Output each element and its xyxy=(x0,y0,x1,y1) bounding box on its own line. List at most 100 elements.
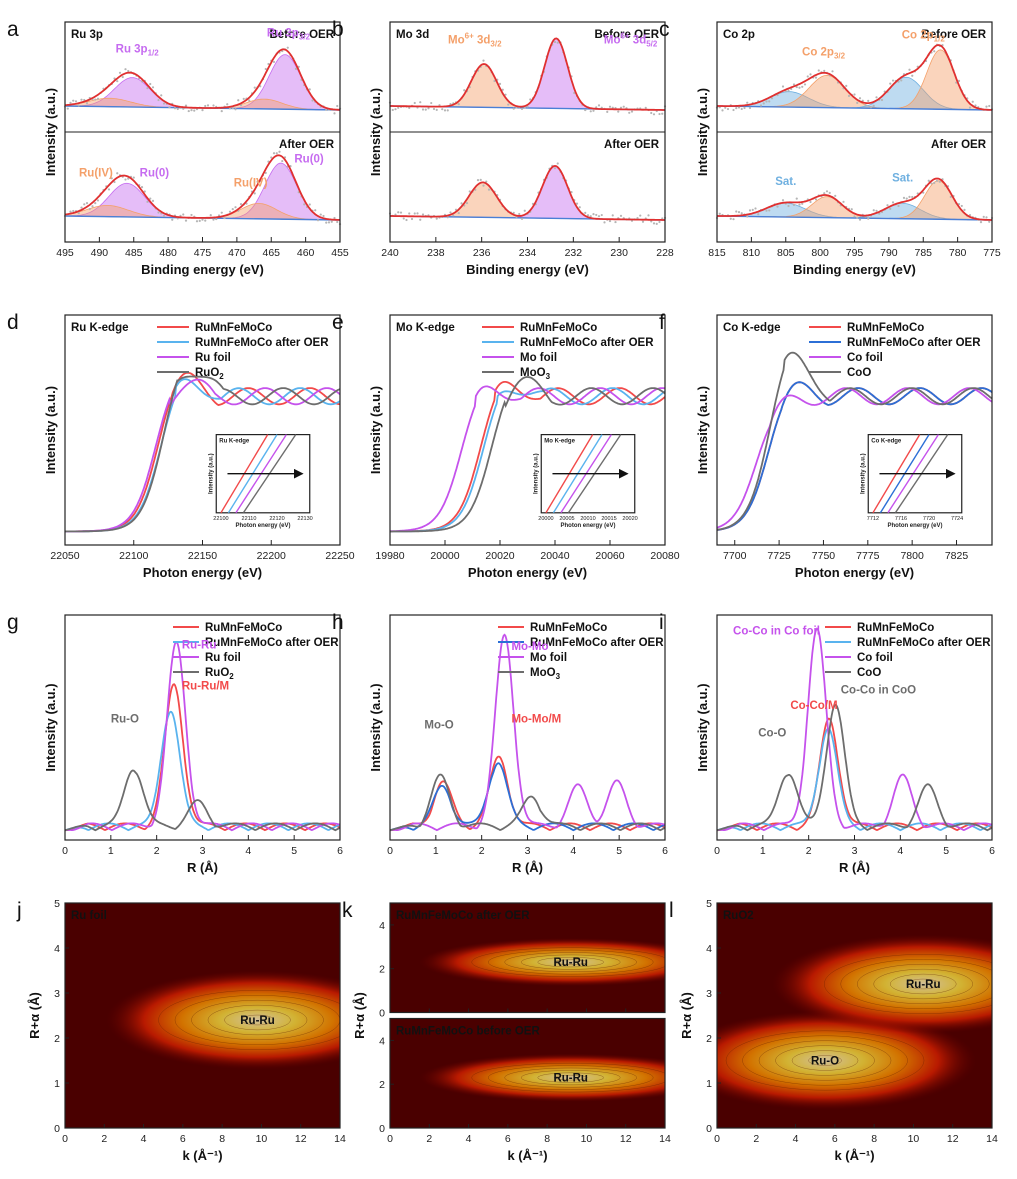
raw-data-point xyxy=(759,104,763,107)
raw-data-point xyxy=(77,104,80,107)
peak-annotation: Mo6+ 3d5/2 xyxy=(604,32,658,49)
x-tick-label: 0 xyxy=(387,845,393,857)
raw-data-point xyxy=(281,159,284,163)
raw-data-point xyxy=(658,220,661,224)
raw-data-point xyxy=(553,167,557,170)
x-tick-label: 20020 xyxy=(485,550,514,562)
contour-line xyxy=(742,1035,908,1086)
peak-annotation: Ru-Ru xyxy=(182,639,217,651)
panel-letter: a xyxy=(7,18,19,41)
raw-data-point xyxy=(963,208,966,211)
x-tick-label: 0 xyxy=(714,845,720,857)
maximum-label: Ru-Ru xyxy=(553,1073,588,1085)
peak-annotation: Mo-O xyxy=(424,719,453,731)
x-tick-label: 815 xyxy=(708,247,726,259)
raw-data-point xyxy=(853,93,856,96)
series-line xyxy=(64,640,341,832)
x-axis-label: R (Å) xyxy=(839,860,870,875)
raw-data-point xyxy=(449,211,452,214)
raw-data-point xyxy=(435,108,438,111)
raw-data-point xyxy=(523,209,526,212)
raw-data-point xyxy=(465,201,469,205)
series-line xyxy=(716,351,993,531)
x-tick-label: 6 xyxy=(180,1133,186,1145)
core-level-tag: Mo 3d xyxy=(396,29,429,41)
x-tick-label: 12 xyxy=(947,1133,959,1145)
raw-data-point xyxy=(652,222,656,225)
background-line xyxy=(716,105,993,111)
x-tick-label: 2 xyxy=(154,845,160,857)
y-axis-label: R+α (Å) xyxy=(679,992,694,1039)
x-tick-label: 4 xyxy=(466,1133,472,1145)
contour-line xyxy=(824,954,992,1014)
raw-data-point xyxy=(151,86,155,89)
edge-tag: Ru K-edge xyxy=(71,322,129,334)
contour-line xyxy=(775,1045,875,1076)
raw-data-point xyxy=(124,68,127,71)
raw-data-point xyxy=(644,106,647,109)
series-line xyxy=(716,727,993,832)
peak-annotation: Co-Co in CoO xyxy=(841,684,916,696)
raw-data-point xyxy=(66,107,69,110)
x-tick-label: 3 xyxy=(200,845,206,857)
raw-data-point xyxy=(140,186,144,189)
inset-tag: Ru K-edge xyxy=(219,439,250,445)
peak-annotation: Mo-Mo/M xyxy=(511,714,561,726)
x-tick-label: 4 xyxy=(793,1133,799,1145)
raw-data-point xyxy=(308,203,311,206)
contour-line xyxy=(174,995,340,1045)
legend-entry: RuMnFeMoCo after OER xyxy=(520,337,654,349)
raw-data-point xyxy=(479,178,482,181)
raw-data-point xyxy=(190,213,193,217)
raw-data-point xyxy=(589,215,592,218)
panel-letter: i xyxy=(659,611,664,634)
raw-data-point xyxy=(735,107,738,110)
x-tick-label: 6 xyxy=(505,1133,511,1145)
peak-annotation: Co 2p1/2 xyxy=(902,30,946,44)
legend-entry: Ru foil xyxy=(205,652,241,664)
legend-entry: Co foil xyxy=(847,352,883,364)
raw-data-point xyxy=(570,190,573,194)
raw-data-point xyxy=(809,73,812,76)
sample-tag: RuMnFeMoCo before OER xyxy=(396,1026,540,1038)
raw-data-point xyxy=(468,190,471,193)
raw-data-point xyxy=(589,110,592,113)
series-line xyxy=(65,378,341,533)
y-axis-label: Intensity (a.u.) xyxy=(695,683,710,771)
raw-data-point xyxy=(410,217,414,221)
raw-data-point xyxy=(94,202,97,205)
raw-data-point xyxy=(204,219,207,222)
x-tick-label: 4 xyxy=(141,1133,147,1145)
raw-data-point xyxy=(275,152,278,155)
contour-line xyxy=(808,1055,842,1066)
x-tick-label: 790 xyxy=(880,247,898,259)
raw-data-point xyxy=(476,179,480,182)
x-tick-label: 4 xyxy=(245,845,251,857)
raw-data-point xyxy=(234,206,237,209)
x-tick-label: 1 xyxy=(108,845,114,857)
y-axis-label: R+α (Å) xyxy=(352,992,367,1039)
raw-data-point xyxy=(397,211,400,214)
legend-entry: Co foil xyxy=(857,652,893,664)
intensity-lobe xyxy=(106,970,340,1070)
peak-annotation: Ru(0) xyxy=(140,168,170,180)
panel-letter: k xyxy=(342,899,353,922)
raw-data-point xyxy=(127,69,130,73)
x-tick-label: 3 xyxy=(525,845,531,857)
x-tick-label: 2 xyxy=(479,845,485,857)
envelope-fit-line xyxy=(390,37,665,111)
raw-data-point xyxy=(157,211,160,214)
contour-line xyxy=(758,1040,892,1081)
raw-data-point xyxy=(891,79,895,82)
raw-data-point xyxy=(639,214,642,217)
raw-data-point xyxy=(314,209,317,212)
y-tick-label: 2 xyxy=(379,1079,385,1091)
x-tick-label: 7825 xyxy=(945,550,969,562)
raw-data-point xyxy=(608,219,612,223)
raw-data-point xyxy=(754,207,757,210)
raw-data-point xyxy=(127,177,130,180)
inset-x-axis-label: Photon energy (eV) xyxy=(887,523,942,529)
raw-data-point xyxy=(405,218,408,222)
raw-data-point xyxy=(875,209,878,212)
y-tick-label: 4 xyxy=(54,943,60,955)
